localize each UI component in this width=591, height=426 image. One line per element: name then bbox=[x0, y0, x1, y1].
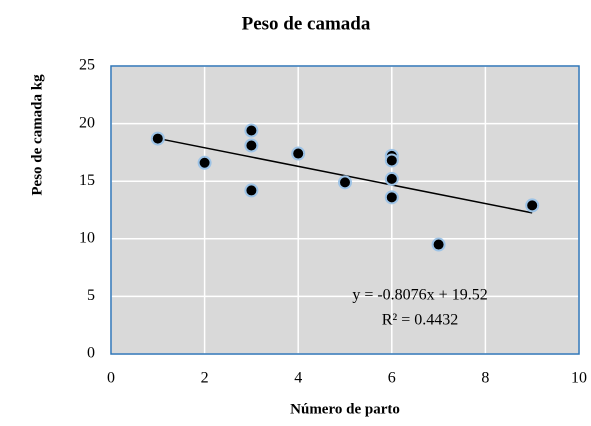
chart-title: Peso de camada bbox=[242, 13, 371, 34]
x-axis-label: Número de parto bbox=[290, 401, 400, 417]
plot-border bbox=[110, 65, 580, 355]
point bbox=[244, 123, 259, 138]
point bbox=[384, 153, 399, 168]
point bbox=[197, 155, 212, 170]
x-tick-label: 10 bbox=[571, 370, 587, 387]
y-tick-label: 25 bbox=[79, 57, 95, 74]
x-tick-label: 6 bbox=[388, 370, 396, 387]
x-tick-label: 0 bbox=[107, 370, 115, 387]
x-tick-label: 4 bbox=[294, 370, 302, 387]
y-tick-label: 10 bbox=[79, 229, 95, 246]
point bbox=[384, 190, 399, 205]
y-tick-label: 5 bbox=[87, 287, 95, 304]
x-tick-label: 2 bbox=[201, 370, 209, 387]
point bbox=[338, 175, 352, 190]
point bbox=[291, 146, 306, 161]
point bbox=[384, 171, 399, 186]
y-axis-label: Peso de camada kg bbox=[29, 74, 45, 196]
y-tick-label: 0 bbox=[87, 345, 95, 362]
trendline-r-squared: R² = 0.4432 bbox=[382, 312, 459, 329]
point bbox=[431, 237, 446, 252]
plot-area bbox=[111, 66, 579, 354]
point bbox=[244, 183, 259, 198]
y-tick-label: 20 bbox=[79, 114, 95, 131]
x-tick-label: 8 bbox=[481, 370, 489, 387]
y-tick-label: 15 bbox=[79, 172, 95, 189]
trendline-equation: y = -0.8076x + 19.52 bbox=[352, 287, 487, 304]
point bbox=[244, 138, 259, 153]
point bbox=[525, 198, 540, 213]
point bbox=[150, 131, 165, 146]
